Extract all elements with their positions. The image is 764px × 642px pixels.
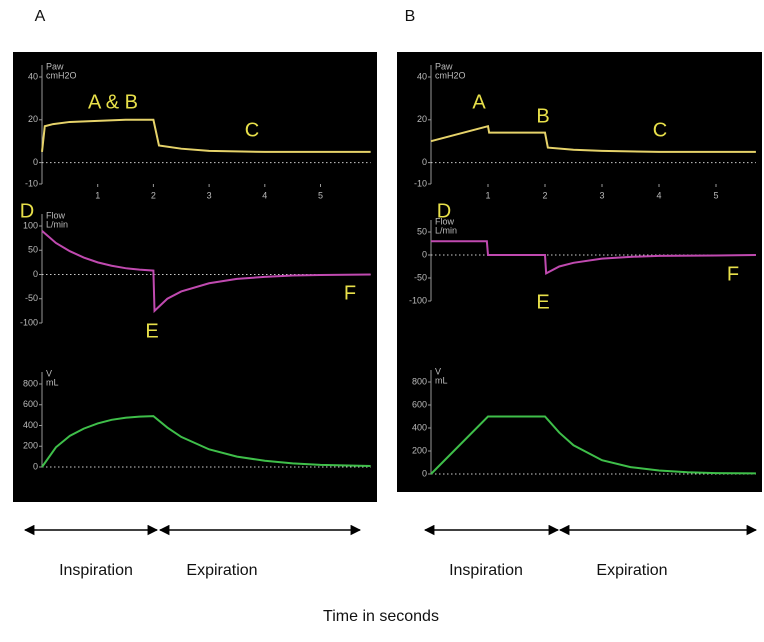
caption: Time in seconds bbox=[323, 608, 439, 625]
y-tick-label: 400 bbox=[412, 422, 427, 432]
x-tick-label: 2 bbox=[151, 190, 156, 200]
y-tick-label: 0 bbox=[33, 157, 38, 167]
x-tick-label: 4 bbox=[656, 190, 661, 200]
y-tick-label: -10 bbox=[414, 178, 427, 188]
y-axis-label: mL bbox=[46, 377, 59, 387]
y-tick-label: 40 bbox=[28, 71, 38, 81]
annotation: A & B bbox=[88, 91, 138, 113]
x-tick-label: 5 bbox=[713, 190, 718, 200]
y-tick-label: -100 bbox=[20, 317, 38, 327]
y-tick-label: 800 bbox=[412, 376, 427, 386]
data-line bbox=[430, 415, 756, 475]
y-tick-label: 0 bbox=[422, 249, 427, 259]
y-axis-label: Flow bbox=[46, 210, 66, 220]
y-tick-label: 600 bbox=[412, 399, 427, 409]
y-tick-label: 200 bbox=[412, 445, 427, 455]
phase-label: Expiration bbox=[186, 562, 257, 579]
phase-label: Inspiration bbox=[449, 562, 523, 579]
x-tick-label: 1 bbox=[485, 190, 490, 200]
data-line bbox=[41, 415, 371, 468]
y-tick-label: 0 bbox=[33, 461, 38, 471]
annotation: B bbox=[536, 105, 549, 127]
y-tick-label: -50 bbox=[25, 293, 38, 303]
y-tick-label: -100 bbox=[409, 295, 427, 305]
x-tick-label: 5 bbox=[318, 190, 323, 200]
panel-label: B bbox=[405, 8, 416, 25]
y-tick-label: 0 bbox=[422, 157, 427, 167]
annotation: C bbox=[245, 119, 259, 141]
y-tick-label: 200 bbox=[23, 441, 38, 451]
x-tick-label: 3 bbox=[207, 190, 212, 200]
y-tick-label: 50 bbox=[417, 226, 427, 236]
y-tick-label: 50 bbox=[28, 245, 38, 255]
y-tick-label: 20 bbox=[28, 114, 38, 124]
y-tick-label: 20 bbox=[417, 114, 427, 124]
y-axis-label: Paw bbox=[435, 61, 453, 71]
y-tick-label: 0 bbox=[422, 468, 427, 478]
y-tick-label: 800 bbox=[23, 378, 38, 388]
x-tick-label: 1 bbox=[95, 190, 100, 200]
annotation: A bbox=[472, 91, 486, 113]
y-tick-label: 0 bbox=[33, 269, 38, 279]
annotation: F bbox=[344, 282, 356, 304]
y-axis-label: cmH2O bbox=[435, 70, 466, 80]
annotation: F bbox=[727, 263, 739, 285]
y-tick-label: 40 bbox=[417, 71, 427, 81]
y-tick-label: -10 bbox=[25, 178, 38, 188]
x-tick-label: 4 bbox=[262, 190, 267, 200]
y-tick-label: -50 bbox=[414, 272, 427, 282]
annotation: C bbox=[653, 119, 667, 141]
y-axis-label: mL bbox=[435, 375, 448, 385]
data-line bbox=[41, 118, 371, 153]
annotation: E bbox=[145, 320, 158, 342]
y-axis-label: L/min bbox=[46, 219, 68, 229]
y-axis-label: L/min bbox=[435, 225, 457, 235]
y-tick-label: 100 bbox=[23, 220, 38, 230]
phase-label: Inspiration bbox=[59, 562, 133, 579]
data-line bbox=[431, 240, 756, 276]
y-axis-label: Flow bbox=[435, 216, 455, 226]
y-axis-label: Paw bbox=[46, 61, 64, 71]
y-axis-label: V bbox=[435, 366, 441, 376]
y-tick-label: 600 bbox=[23, 399, 38, 409]
panel-background bbox=[13, 52, 377, 502]
panel-background bbox=[397, 52, 762, 492]
annotation: D bbox=[437, 200, 451, 222]
annotation: D bbox=[20, 200, 34, 222]
annotation: E bbox=[536, 291, 549, 313]
y-axis-label: V bbox=[46, 368, 52, 378]
data-line bbox=[41, 230, 371, 314]
y-tick-label: 400 bbox=[23, 420, 38, 430]
x-tick-label: 2 bbox=[542, 190, 547, 200]
x-tick-label: 3 bbox=[599, 190, 604, 200]
panel-label: A bbox=[35, 8, 46, 25]
phase-label: Expiration bbox=[596, 562, 667, 579]
data-line bbox=[430, 124, 756, 153]
y-axis-label: cmH2O bbox=[46, 70, 77, 80]
